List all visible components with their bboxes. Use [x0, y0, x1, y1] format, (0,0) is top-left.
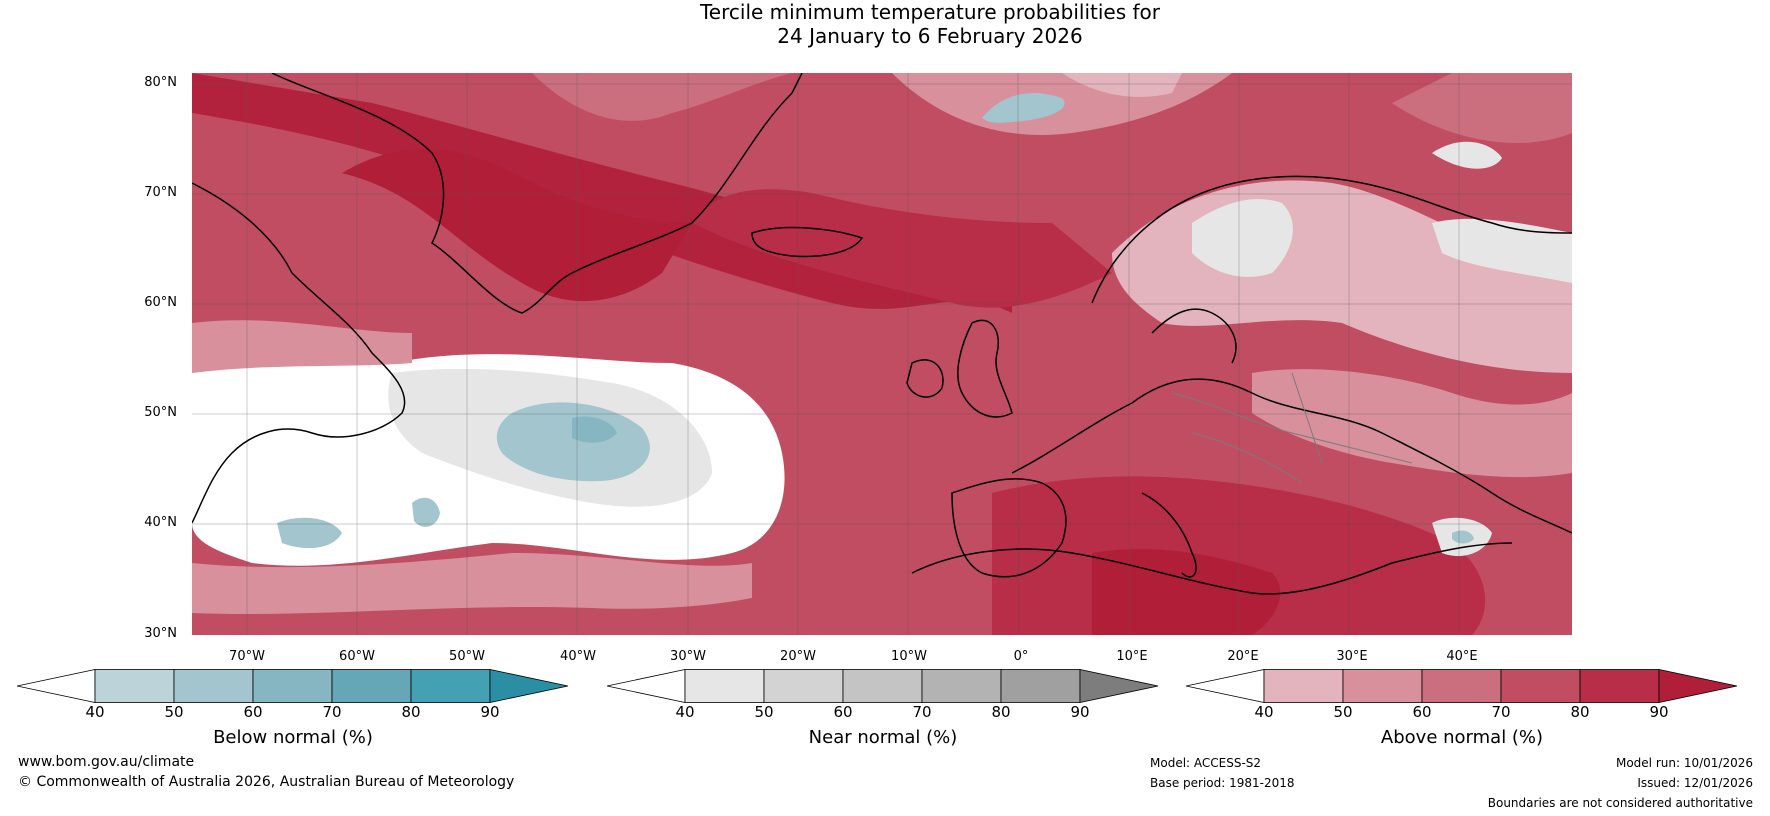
colorbar-near-tick-label: 50 [754, 703, 774, 721]
lon-label-0: 0° [1013, 649, 1029, 664]
lat-label-70n: 70°N [144, 185, 177, 200]
model-run-text: Model run: 10/01/2026 [1615, 756, 1753, 770]
colorbar-near-normal [607, 669, 1159, 703]
colorbar-below-tick-label: 90 [480, 703, 500, 721]
colorbar-below-segment [94, 669, 175, 703]
colorbar-below-segment [173, 669, 254, 703]
colorbar-below-segment [410, 669, 491, 703]
lon-label-20w: 20°W [780, 649, 816, 664]
colorbar-near-tick-label: 40 [675, 703, 695, 721]
lon-label-50w: 50°W [449, 649, 485, 664]
colorbar-above-segment [1263, 669, 1344, 703]
map-title: Tercile minimum temperature probabilitie… [0, 0, 1770, 48]
colorbar-near-tick-label: 90 [1070, 703, 1090, 721]
colorbar-below-tick-label: 70 [322, 703, 342, 721]
colorbar-above-tick-label: 90 [1649, 703, 1669, 721]
colorbar-below-high-extension [489, 669, 569, 703]
issued-text: Issued: 12/01/2026 [1637, 776, 1753, 790]
lon-label-30w: 30°W [670, 649, 706, 664]
lon-label-30e: 30°E [1336, 649, 1368, 664]
lon-label-40w: 40°W [560, 649, 596, 664]
colorbar-below-low-extension [17, 669, 96, 703]
lat-label-80n: 80°N [144, 75, 177, 90]
colorbar-above-segment [1421, 669, 1502, 703]
colorbar-below-segment [331, 669, 412, 703]
lon-label-70w: 70°W [229, 649, 265, 664]
colorbar-below-tick-label: 60 [243, 703, 263, 721]
colorbar-near-low-extension [607, 669, 686, 703]
colorbar-above-tick-label: 40 [1254, 703, 1274, 721]
lat-label-60n: 60°N [144, 295, 177, 310]
colorbar-near-high-extension [1079, 669, 1159, 703]
website-text: www.bom.gov.au/climate [18, 754, 195, 770]
lat-label-50n: 50°N [144, 405, 177, 420]
lat-label-40n: 40°N [144, 515, 177, 530]
lat-label-30n: 30°N [144, 626, 177, 641]
lon-label-60w: 60°W [339, 649, 375, 664]
colorbar-near-segment [842, 669, 923, 703]
model-text: Model: ACCESS-S2 [1150, 756, 1262, 770]
copyright-text: © Commonwealth of Australia 2026, Austra… [18, 774, 515, 790]
colorbar-near-tick-label: 80 [991, 703, 1011, 721]
colorbar-near-segment [921, 669, 1002, 703]
title-line-1: Tercile minimum temperature probabilitie… [699, 0, 1161, 24]
colorbar-title-below: Below normal (%) [213, 727, 373, 748]
probability-map [192, 73, 1572, 635]
colorbar-above-segment [1500, 669, 1581, 703]
colorbar-below-segment [252, 669, 333, 703]
colorbar-above-tick-label: 60 [1412, 703, 1432, 721]
map-canvas [192, 73, 1572, 635]
disclaimer-text: Boundaries are not considered authoritat… [1487, 796, 1753, 810]
lon-label-10e: 10°E [1116, 649, 1148, 664]
lon-label-20e: 20°E [1227, 649, 1259, 664]
colorbar-title-near: Near normal (%) [808, 727, 958, 748]
colorbar-above-tick-label: 70 [1491, 703, 1511, 721]
colorbar-above-high-extension [1658, 669, 1738, 703]
lon-label-40e: 40°E [1446, 649, 1478, 664]
lon-label-10w: 10°W [891, 649, 927, 664]
colorbar-above-tick-label: 80 [1570, 703, 1590, 721]
colorbar-below-tick-label: 80 [401, 703, 421, 721]
colorbar-above-tick-label: 50 [1333, 703, 1353, 721]
base-period-text: Base period: 1981-2018 [1150, 776, 1295, 790]
colorbar-below-normal [17, 669, 569, 703]
colorbar-near-tick-label: 60 [833, 703, 853, 721]
colorbar-above-normal [1186, 669, 1738, 703]
colorbar-below-tick-label: 50 [164, 703, 184, 721]
colorbar-title-above: Above normal (%) [1380, 727, 1544, 748]
colorbar-near-segment [1000, 669, 1081, 703]
colorbar-near-segment [684, 669, 765, 703]
title-line-2: 24 January to 6 February 2026 [777, 24, 1083, 48]
colorbar-above-segment [1579, 669, 1660, 703]
colorbar-above-low-extension [1186, 669, 1265, 703]
colorbar-near-segment [763, 669, 844, 703]
colorbar-near-tick-label: 70 [912, 703, 932, 721]
colorbar-above-segment [1342, 669, 1423, 703]
colorbar-below-tick-label: 40 [85, 703, 105, 721]
